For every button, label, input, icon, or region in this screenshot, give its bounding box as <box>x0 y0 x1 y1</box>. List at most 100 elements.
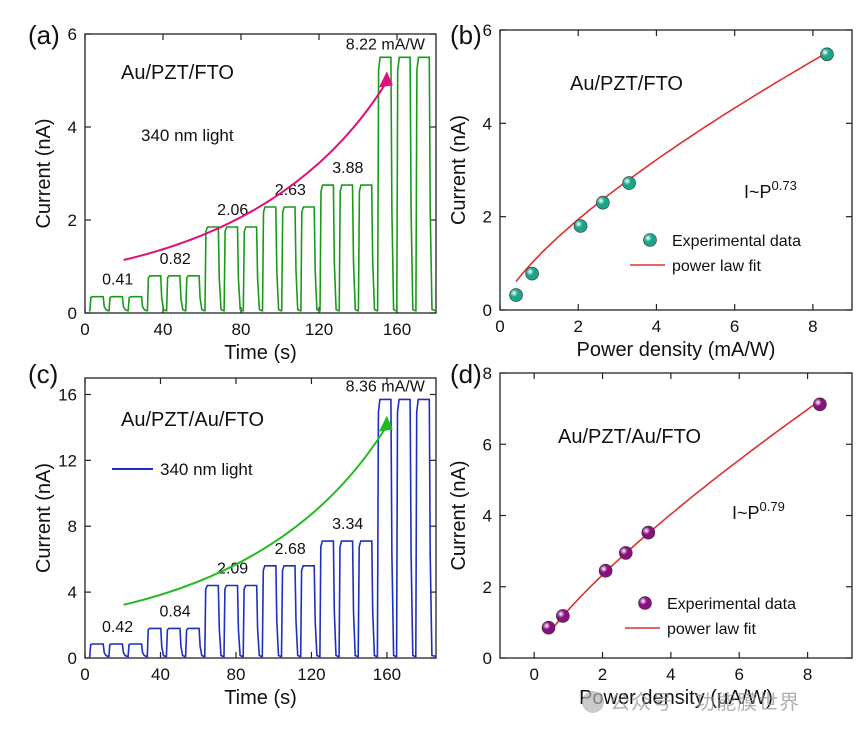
light-label: 340 nm light <box>141 126 234 145</box>
wechat-icon <box>582 691 604 713</box>
y-axis-label: Current (nA) <box>33 463 55 573</box>
watermark: 公众号 · 功能膜世界 <box>582 686 800 715</box>
chart-(c): 0 40 80 120 160 0 4 8 12 16 Time (s) Current (nA) (c… <box>28 359 437 709</box>
y-axis-label: Current (nA) <box>448 115 470 225</box>
step-label: 2.06 <box>217 202 248 219</box>
data-point <box>556 609 570 623</box>
legend-label: Experimental data <box>672 233 801 250</box>
fit-exponent: 0.79 <box>760 499 785 514</box>
plot-frame <box>84 33 437 314</box>
trend-arrow <box>123 425 388 606</box>
y-tick-label: 16 <box>58 385 77 404</box>
x-tick-label: 8 <box>803 665 812 684</box>
panel-label: (c) <box>28 359 58 389</box>
x-tick-label: 160 <box>383 320 411 339</box>
data-point <box>573 219 588 233</box>
watermark-text: 公众号 · 功能膜世界 <box>610 690 801 714</box>
y-tick-label: 4 <box>68 118 77 137</box>
data-point <box>596 195 610 210</box>
legend-marker <box>638 596 652 610</box>
y-tick-label: 12 <box>58 451 77 470</box>
fit-equation: I~P0.79 <box>732 499 785 523</box>
step-label: 3.88 <box>332 160 363 177</box>
panel-label: (a) <box>28 20 60 50</box>
y-tick-label: 4 <box>483 114 492 133</box>
panel-label: (b) <box>450 20 482 50</box>
x-tick-label: 6 <box>734 665 743 684</box>
y-tick-label: 4 <box>68 583 77 602</box>
fit-equation: I~P0.73 <box>744 178 797 202</box>
step-label: 2.09 <box>217 561 248 578</box>
y-tick-label: 2 <box>483 578 492 597</box>
chart-(b): 0 2 4 6 8 0 2 4 6 Power density (mA/W) Current (nA… <box>448 20 853 361</box>
fit-exponent: 0.73 <box>772 178 797 193</box>
x-tick-label: 0 <box>80 665 89 684</box>
chart-(a): 0 40 80 120 160 0 2 4 6 Time (s) Current (nA) (a) 0.… <box>28 20 437 364</box>
x-tick-label: 6 <box>730 317 739 336</box>
x-tick-label: 120 <box>305 320 333 339</box>
y-tick-label: 2 <box>483 208 492 227</box>
y-tick-label: 0 <box>68 649 77 668</box>
chart-(d): 0 2 4 6 8 0 2 4 6 8 Power density (μA/W) Current (n… <box>448 359 853 709</box>
step-label: 8.22 mA/W <box>346 36 426 53</box>
data-point <box>641 525 656 540</box>
step-label: 2.63 <box>275 182 306 199</box>
legend-label: power law fit <box>672 258 761 275</box>
x-tick-label: 0 <box>529 665 538 684</box>
photocurrent-trace <box>88 398 437 658</box>
x-tick-label: 0 <box>495 317 504 336</box>
x-tick-label: 4 <box>652 317 661 336</box>
x-axis-label: Power density (mA/W) <box>577 339 776 361</box>
fit-curve <box>515 52 828 283</box>
y-tick-label: 6 <box>483 435 492 454</box>
data-point <box>525 266 539 281</box>
x-axis-label: Time (s) <box>224 342 297 364</box>
x-tick-label: 2 <box>573 317 582 336</box>
y-axis-label: Current (nA) <box>448 460 470 570</box>
step-label: 0.41 <box>102 272 133 289</box>
x-axis-label: Power density (μA/W) <box>579 687 773 709</box>
sample-label: Au/PZT/Au/FTO <box>558 426 701 448</box>
photocurrent-trace <box>88 56 437 312</box>
trend-arrowhead <box>378 71 393 88</box>
data-point <box>598 563 613 578</box>
x-axis-label: Time (s) <box>224 687 297 709</box>
trend-arrowhead <box>378 415 393 432</box>
data-point <box>618 546 633 560</box>
x-tick-label: 80 <box>232 320 251 339</box>
sample-label: Au/PZT/FTO <box>121 62 234 84</box>
trend-arrow <box>123 80 388 261</box>
x-tick-label: 2 <box>598 665 607 684</box>
legend-label: power law fit <box>667 621 756 638</box>
sample-label: Au/PZT/FTO <box>570 73 683 95</box>
y-tick-label: 8 <box>68 517 77 536</box>
step-label: 0.82 <box>160 251 191 268</box>
step-label: 2.68 <box>275 541 306 558</box>
sample-label: Au/PZT/Au/FTO <box>121 409 264 431</box>
y-tick-label: 2 <box>68 211 77 230</box>
x-tick-label: 0 <box>80 320 89 339</box>
plot-frame <box>84 377 437 659</box>
step-label: 0.42 <box>102 619 133 636</box>
panel-label: (d) <box>450 359 482 389</box>
y-tick-label: 6 <box>68 25 77 44</box>
fit-curve <box>547 399 821 635</box>
x-tick-label: 160 <box>373 665 401 684</box>
y-tick-label: 6 <box>483 21 492 40</box>
x-tick-label: 120 <box>297 665 325 684</box>
data-point <box>509 288 523 302</box>
x-tick-label: 4 <box>666 665 675 684</box>
x-tick-label: 40 <box>154 320 173 339</box>
data-point <box>813 397 827 412</box>
y-tick-label: 8 <box>483 364 492 383</box>
legend-label: Experimental data <box>667 596 796 613</box>
light-label: 340 nm light <box>160 460 253 479</box>
x-tick-label: 8 <box>808 317 817 336</box>
plot-frame <box>499 29 853 311</box>
x-tick-label: 40 <box>151 665 170 684</box>
step-label: 0.84 <box>160 603 191 620</box>
y-tick-label: 0 <box>68 304 77 323</box>
y-axis-label: Current (nA) <box>33 118 55 228</box>
y-tick-label: 4 <box>483 507 492 526</box>
